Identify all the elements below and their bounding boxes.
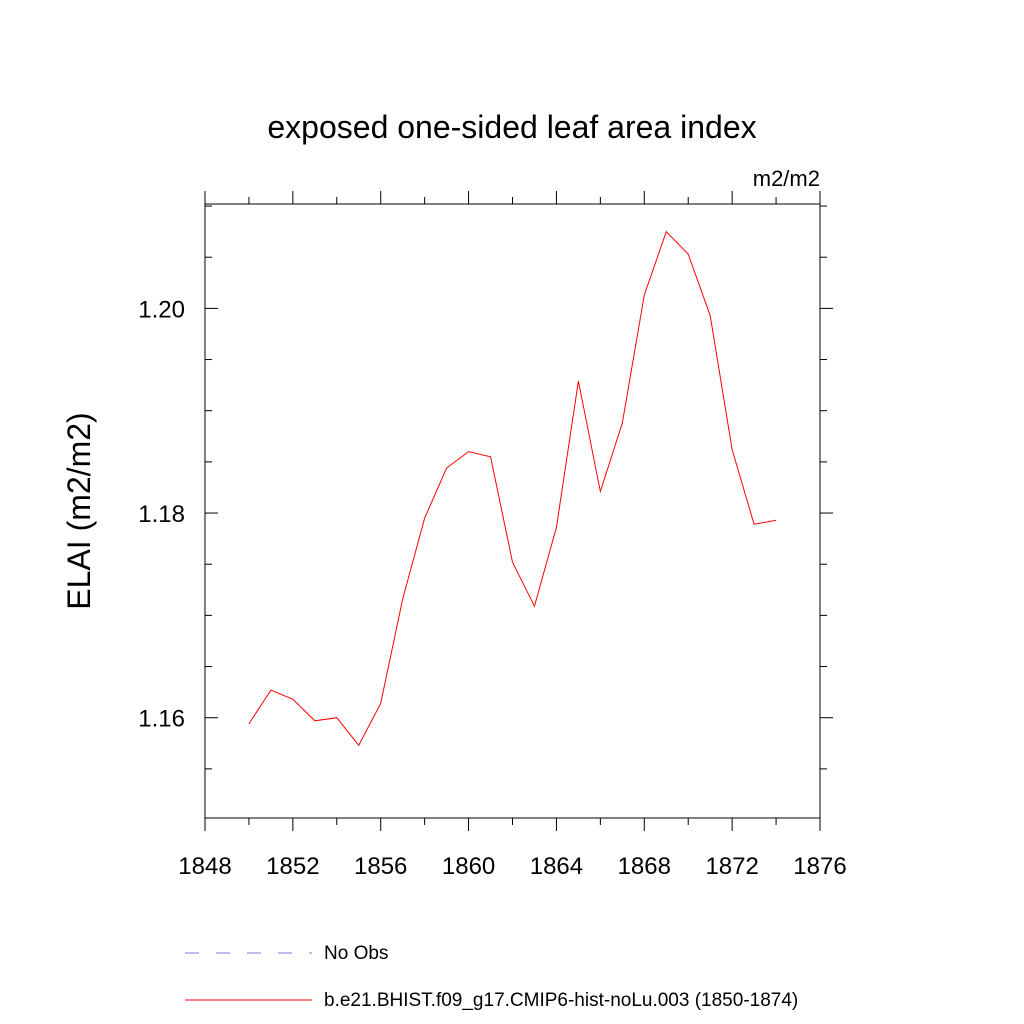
x-tick-label: 1848: [178, 853, 231, 880]
legend-label-model: b.e21.BHIST.f09_g17.CMIP6-hist-noLu.003 …: [324, 990, 798, 1011]
legend-label-no-obs: No Obs: [324, 943, 388, 964]
x-tick-label: 1856: [354, 853, 407, 880]
y-tick-label: 1.18: [138, 501, 185, 528]
x-tick-label: 1860: [442, 853, 495, 880]
x-tick-label: 1872: [705, 853, 758, 880]
x-tick-label: 1852: [266, 853, 319, 880]
chart-title: exposed one-sided leaf area index: [267, 109, 756, 145]
plot-frame: [204, 203, 821, 819]
y-axis: 1.16 1.18 1.20: [138, 205, 833, 770]
units-label: m2/m2: [753, 166, 820, 191]
y-axis-label: ELAI (m2/m2): [61, 412, 97, 609]
y-tick-label: 1.20: [138, 296, 185, 323]
x-tick-label: 1868: [618, 853, 671, 880]
legend: No Obs b.e21.BHIST.f09_g17.CMIP6-hist-no…: [185, 943, 798, 1011]
x-tick-label: 1864: [530, 853, 583, 880]
x-tick-label: 1876: [793, 853, 846, 880]
series-line-1: [248, 230, 777, 747]
series-layer: [248, 230, 777, 747]
y-tick-label: 1.16: [138, 706, 185, 733]
x-axis: 1848 1852 1856 1860 1864 1868 1872 1876: [178, 191, 847, 880]
